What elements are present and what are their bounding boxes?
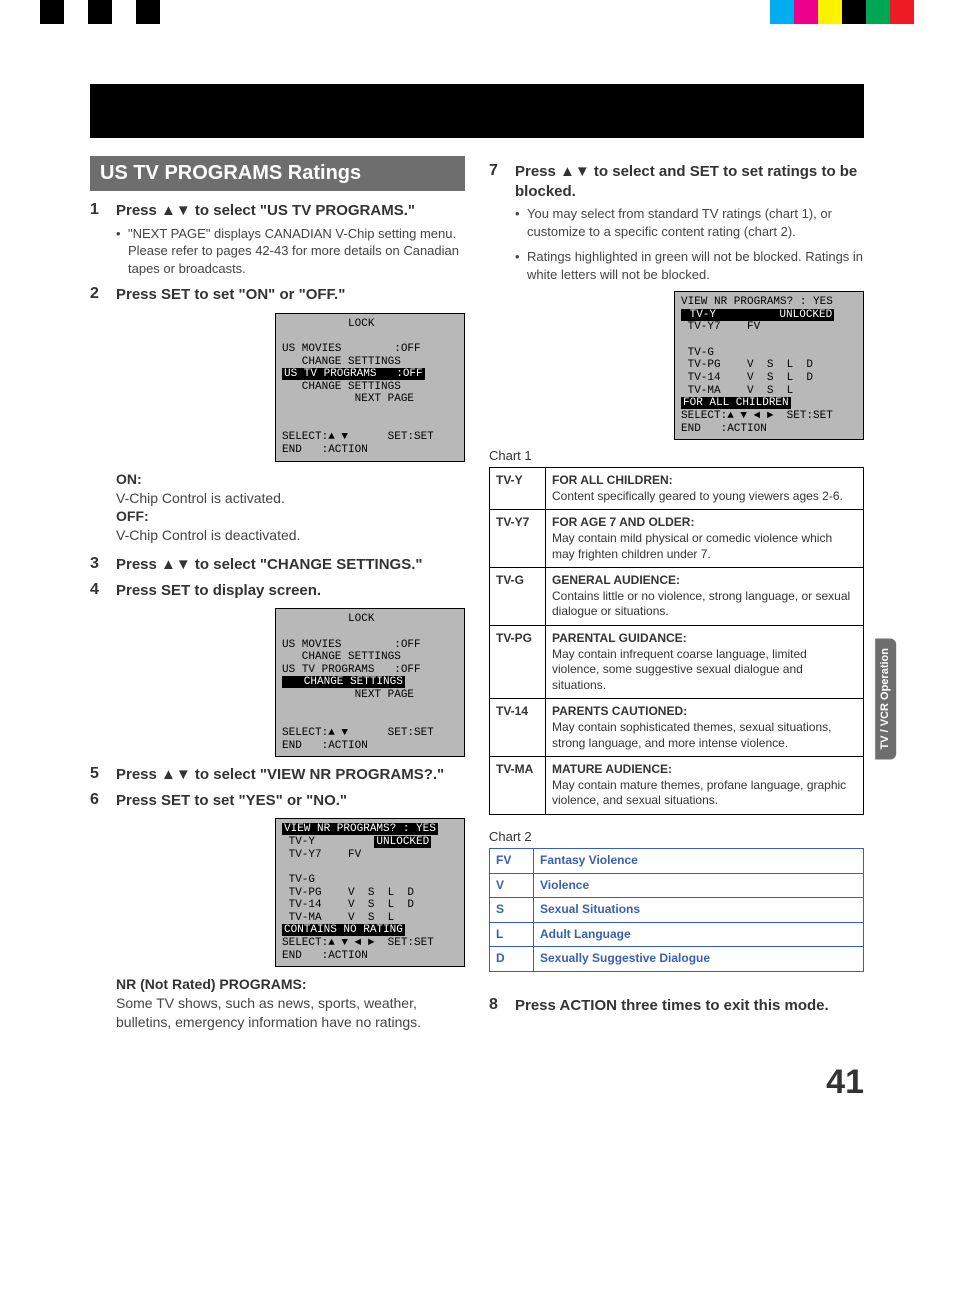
table-row: TV-GGENERAL AUDIENCE: Contains little or…: [490, 568, 864, 626]
bullet-text: Ratings highlighted in green will not be…: [527, 248, 864, 283]
rating-code: FV: [490, 848, 534, 873]
table-row: TV-YFOR ALL CHILDREN: Content specifical…: [490, 468, 864, 510]
rating-code: D: [490, 947, 534, 972]
table-row: LAdult Language: [490, 922, 864, 947]
rating-desc: FOR AGE 7 AND OLDER: May contain mild ph…: [546, 510, 864, 568]
table-row: DSexually Suggestive Dialogue: [490, 947, 864, 972]
chart-2-table: FVFantasy ViolenceVViolenceSSexual Situa…: [489, 848, 864, 972]
color-registration-bars: [0, 0, 954, 24]
rating-code: TV-MA: [490, 757, 546, 815]
left-column: US TV PROGRAMS Ratings 1 Press ▲▼ to sel…: [90, 156, 465, 1042]
step-number: 3: [90, 555, 106, 575]
bullet-dot-icon: •: [515, 205, 521, 240]
bullet-dot-icon: •: [515, 248, 521, 283]
rating-code: TV-PG: [490, 625, 546, 698]
table-row: TV-Y7FOR AGE 7 AND OLDER: May contain mi…: [490, 510, 864, 568]
step-text: Press ACTION three times to exit this mo…: [515, 996, 829, 1016]
bullet-text: "NEXT PAGE" displays CANADIAN V-Chip set…: [128, 225, 465, 278]
on-label: ON:: [116, 471, 142, 487]
rating-desc: Sexual Situations: [534, 898, 864, 923]
chart-1-label: Chart 1: [489, 448, 864, 463]
on-text: V-Chip Control is activated.: [116, 490, 285, 506]
chart-1-table: TV-YFOR ALL CHILDREN: Content specifical…: [489, 467, 864, 815]
osd-lock-screen-2: LOCK US MOVIES :OFF CHANGE SETTINGS US T…: [275, 608, 465, 757]
table-row: TV-14PARENTS CAUTIONED: May contain soph…: [490, 699, 864, 757]
page-number: 41: [826, 1063, 864, 1102]
step-3: 3 Press ▲▼ to select "CHANGE SETTINGS.": [90, 555, 465, 575]
bullet-dot-icon: •: [116, 225, 122, 278]
nr-note: NR (Not Rated) PROGRAMS: Some TV shows, …: [116, 975, 465, 1032]
step-number: 5: [90, 765, 106, 785]
table-row: TV-PGPARENTAL GUIDANCE: May contain infr…: [490, 625, 864, 698]
step-5: 5 Press ▲▼ to select "VIEW NR PROGRAMS?.…: [90, 765, 465, 785]
step-text: Press ▲▼ to select and SET to set rating…: [515, 162, 864, 201]
table-row: FVFantasy Violence: [490, 848, 864, 873]
osd-ratings-screen-1: VIEW NR PROGRAMS? : YES TV-Y UNLOCKED TV…: [275, 818, 465, 967]
table-row: TV-MAMATURE AUDIENCE: May contain mature…: [490, 757, 864, 815]
rating-desc: Adult Language: [534, 922, 864, 947]
step-6: 6 Press SET to set "YES" or "NO.": [90, 791, 465, 811]
step-number: 6: [90, 791, 106, 811]
on-off-note: ON: V-Chip Control is activated. OFF: V-…: [116, 470, 465, 546]
rating-desc: PARENTS CAUTIONED: May contain sophistic…: [546, 699, 864, 757]
header-strip: [90, 84, 864, 138]
table-row: VViolence: [490, 873, 864, 898]
step-1-bullet: • "NEXT PAGE" displays CANADIAN V-Chip s…: [116, 225, 465, 278]
nr-title: NR (Not Rated) PROGRAMS:: [116, 976, 307, 992]
rating-desc: Violence: [534, 873, 864, 898]
step-7-bullet-2: • Ratings highlighted in green will not …: [515, 248, 864, 283]
step-text: Press SET to set "YES" or "NO.": [116, 791, 347, 811]
step-text: Press ▲▼ to select "VIEW NR PROGRAMS?.": [116, 765, 444, 785]
section-title: US TV PROGRAMS Ratings: [90, 156, 465, 191]
side-tab: TV / VCR Operation: [875, 638, 896, 759]
rating-code: TV-Y7: [490, 510, 546, 568]
step-text: Press ▲▼ to select "US TV PROGRAMS.": [116, 201, 415, 221]
step-7: 7 Press ▲▼ to select and SET to set rati…: [489, 162, 864, 201]
step-8: 8 Press ACTION three times to exit this …: [489, 996, 864, 1016]
step-number: 8: [489, 996, 505, 1016]
step-text: Press ▲▼ to select "CHANGE SETTINGS.": [116, 555, 423, 575]
rating-code: TV-14: [490, 699, 546, 757]
chart-2-label: Chart 2: [489, 829, 864, 844]
step-number: 2: [90, 285, 106, 305]
rating-code: V: [490, 873, 534, 898]
rating-code: TV-G: [490, 568, 546, 626]
rating-code: TV-Y: [490, 468, 546, 510]
right-column: 7 Press ▲▼ to select and SET to set rati…: [489, 156, 864, 1042]
step-text: Press SET to set "ON" or "OFF.": [116, 285, 345, 305]
step-number: 7: [489, 162, 505, 201]
rating-code: L: [490, 922, 534, 947]
osd-ratings-screen-2: VIEW NR PROGRAMS? : YES TV-Y UNLOCKED TV…: [674, 291, 864, 440]
step-number: 4: [90, 581, 106, 601]
step-2: 2 Press SET to set "ON" or "OFF.": [90, 285, 465, 305]
step-1: 1 Press ▲▼ to select "US TV PROGRAMS.": [90, 201, 465, 221]
rating-desc: FOR ALL CHILDREN: Content specifically g…: [546, 468, 864, 510]
off-text: V-Chip Control is deactivated.: [116, 527, 300, 543]
rating-desc: PARENTAL GUIDANCE: May contain infrequen…: [546, 625, 864, 698]
page-body: US TV PROGRAMS Ratings 1 Press ▲▼ to sel…: [0, 138, 954, 1082]
rating-desc: MATURE AUDIENCE: May contain mature them…: [546, 757, 864, 815]
rating-desc: Fantasy Violence: [534, 848, 864, 873]
rating-code: S: [490, 898, 534, 923]
rating-desc: Sexually Suggestive Dialogue: [534, 947, 864, 972]
table-row: SSexual Situations: [490, 898, 864, 923]
off-label: OFF:: [116, 508, 149, 524]
nr-text: Some TV shows, such as news, sports, wea…: [116, 995, 421, 1030]
step-number: 1: [90, 201, 106, 221]
rating-desc: GENERAL AUDIENCE: Contains little or no …: [546, 568, 864, 626]
step-text: Press SET to display screen.: [116, 581, 321, 601]
step-4: 4 Press SET to display screen.: [90, 581, 465, 601]
osd-lock-screen-1: LOCK US MOVIES :OFF CHANGE SETTINGS US T…: [275, 313, 465, 462]
bullet-text: You may select from standard TV ratings …: [527, 205, 864, 240]
step-7-bullet-1: • You may select from standard TV rating…: [515, 205, 864, 240]
